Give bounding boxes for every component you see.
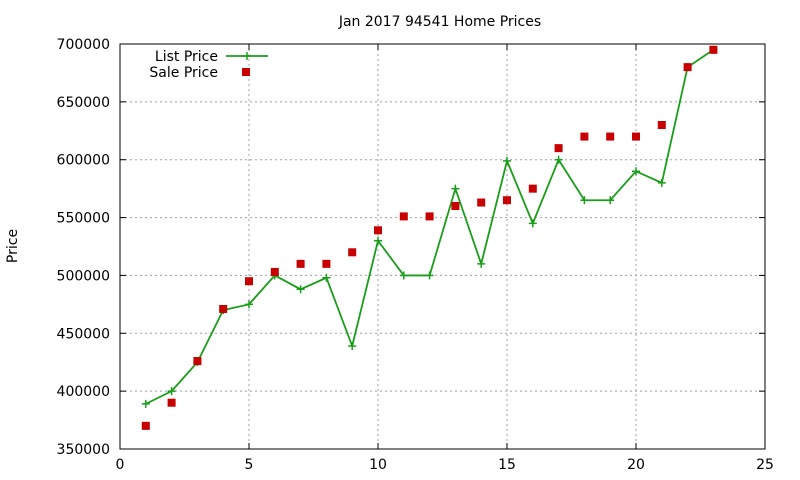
sale-price-point (374, 226, 382, 235)
sale-price-point (245, 277, 253, 286)
list-price-point (425, 271, 434, 280)
x-tick-label: 15 (498, 457, 516, 473)
list-price-point (528, 219, 537, 228)
x-tick-label: 25 (756, 457, 774, 473)
list-price-point (580, 196, 589, 205)
sale-price-point (399, 212, 408, 221)
sale-price-point (219, 304, 228, 313)
list-price-point (503, 156, 511, 165)
list-price-point (657, 178, 666, 187)
y-tick-label: 400000 (57, 384, 110, 400)
list-price-point (374, 236, 382, 245)
y-tick-label: 450000 (57, 326, 110, 342)
list-price-point (554, 155, 563, 164)
sale-price-point (606, 132, 615, 141)
legend-marker (243, 52, 251, 60)
series-layer (141, 45, 718, 430)
sale-price-point (296, 259, 305, 268)
x-tick-label: 0 (116, 457, 125, 473)
sale-price-point (554, 144, 563, 153)
sale-price-point (477, 198, 486, 207)
sale-price-point (580, 132, 589, 141)
sale-price-point (193, 357, 202, 366)
x-tick-label: 20 (627, 457, 645, 473)
list-price-point (245, 300, 253, 309)
list-price-point (451, 184, 460, 193)
axis-ticks: 350000 400000 450000 500000 550000 600000 6500… (57, 37, 774, 473)
y-tick-label: 700000 (57, 37, 110, 53)
y-tick-label: 550000 (57, 211, 110, 227)
sale-price-point (141, 421, 150, 430)
y-tick-label: 650000 (57, 95, 110, 111)
sale-price-point (632, 132, 640, 141)
y-tick-label: 350000 (57, 442, 110, 458)
sale-price-point (683, 63, 692, 72)
x-tick-label: 10 (369, 457, 387, 473)
y-tick-label: 600000 (57, 153, 110, 169)
list-price-point (348, 342, 357, 351)
list-price-point (477, 259, 486, 268)
x-tick-label: 5 (245, 457, 254, 473)
list-price-point (632, 167, 640, 176)
series-0 (141, 45, 718, 408)
list-price-point (167, 387, 176, 396)
list-price-point (606, 196, 615, 205)
sale-price-point (657, 121, 666, 129)
list-price-point (296, 285, 305, 294)
sale-price-point (528, 184, 537, 193)
sale-price-point (709, 45, 718, 54)
sale-price-point (425, 212, 434, 221)
plot-frame (119, 43, 766, 450)
legend-label: Sale Price (149, 65, 218, 81)
list-price-point (322, 273, 331, 282)
legend-marker (242, 68, 250, 76)
grid-lines (120, 44, 765, 449)
sale-price-point (270, 267, 279, 276)
list-price-point (141, 399, 150, 408)
y-tick-label: 500000 (57, 268, 110, 284)
list-price-line (145, 49, 714, 405)
y-axis-label: Price (5, 229, 21, 263)
list-price-point (399, 271, 408, 280)
legend-label: List Price (155, 49, 218, 65)
sale-price-point (322, 259, 331, 268)
chart-title: Jan 2017 94541 Home Prices (338, 14, 541, 30)
sale-price-point (167, 398, 176, 407)
sale-price-point (503, 196, 511, 205)
series-1 (141, 45, 718, 430)
sale-price-point (451, 202, 460, 210)
sale-price-point (348, 248, 357, 257)
